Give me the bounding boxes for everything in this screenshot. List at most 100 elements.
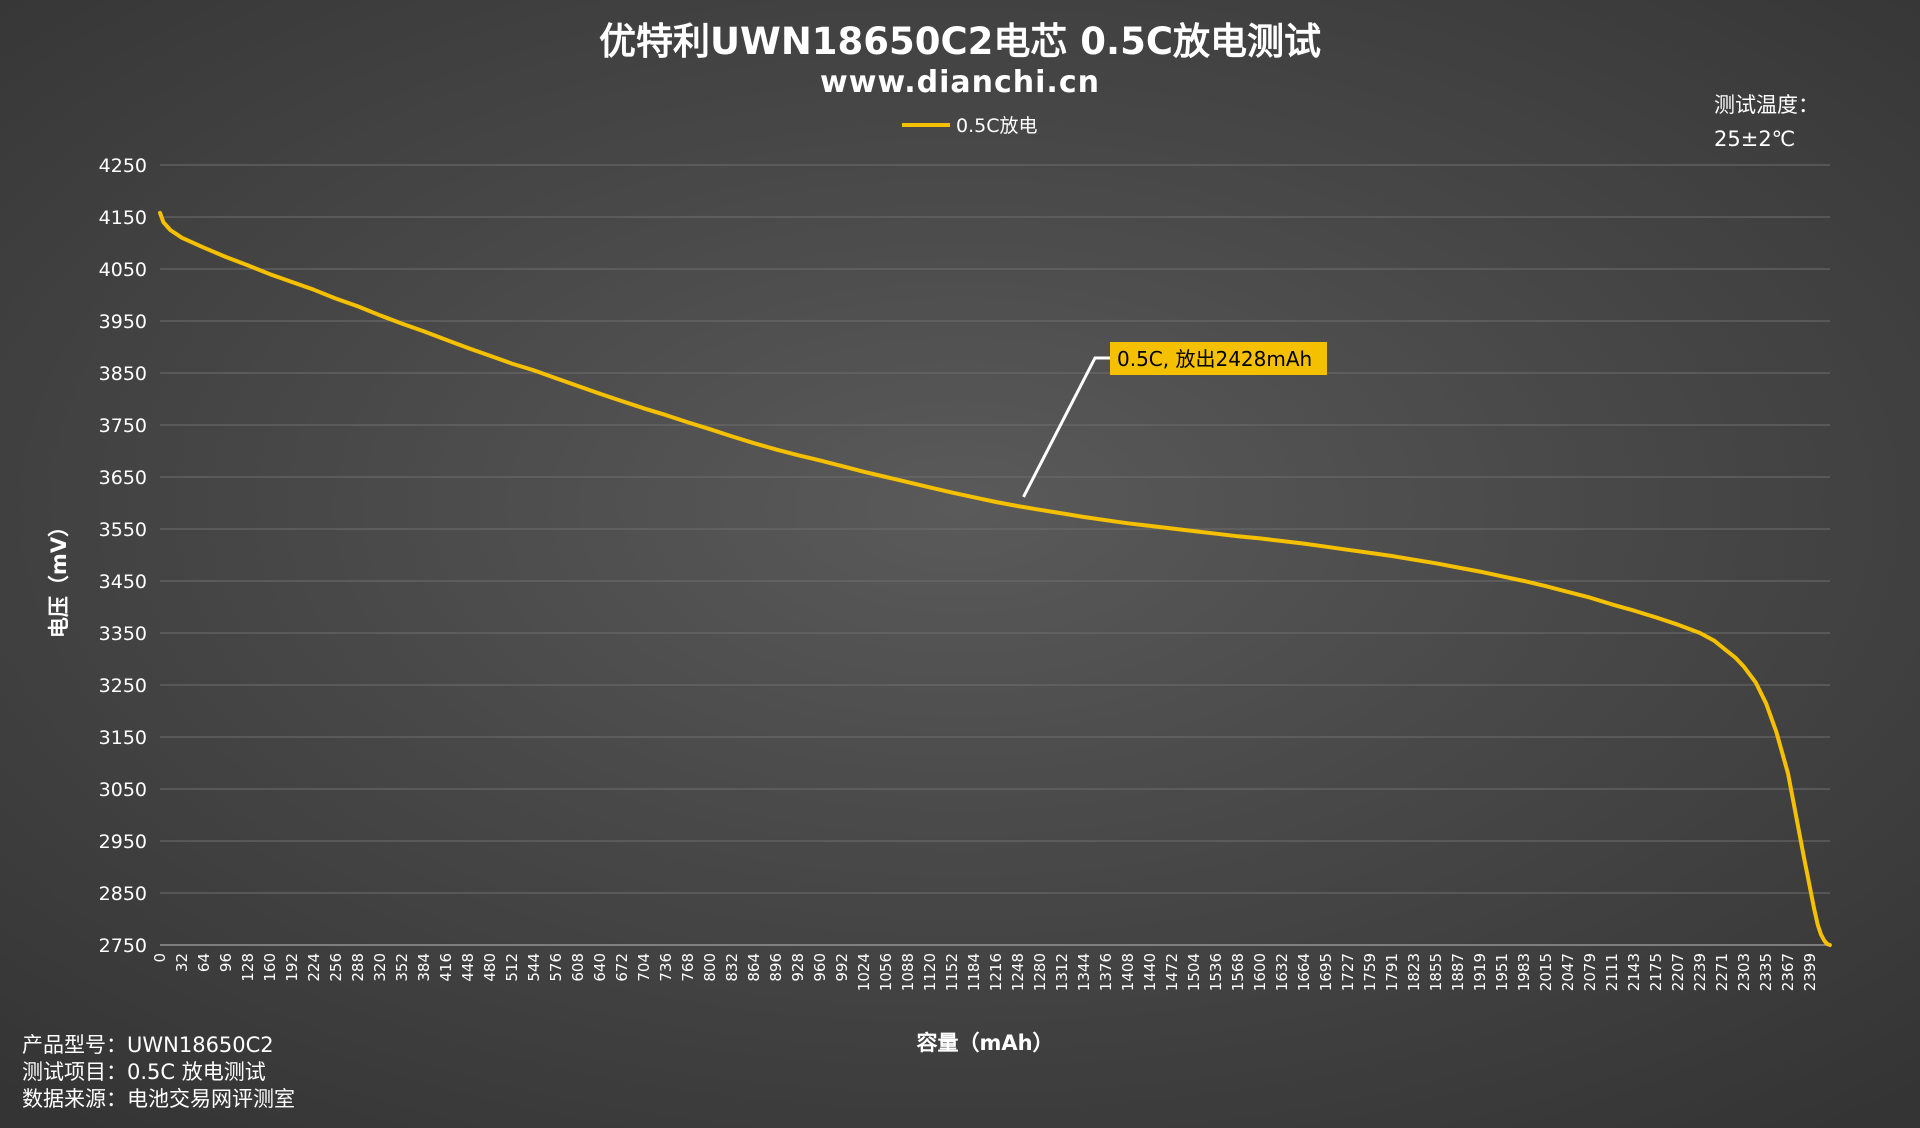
- x-tick-label: 288: [349, 953, 367, 982]
- x-tick-label: 1951: [1493, 953, 1511, 991]
- x-tick-label: 576: [547, 953, 565, 982]
- x-tick-label: 2015: [1537, 953, 1555, 991]
- series-line: [158, 210, 1832, 947]
- x-tick-label: 640: [591, 953, 609, 982]
- x-tick-label: 2367: [1779, 953, 1797, 991]
- x-tick-label: 2399: [1801, 953, 1819, 991]
- y-tick-label: 4250: [99, 155, 147, 177]
- x-tick-label: 1727: [1339, 953, 1357, 991]
- chart-subtitle: www.dianchi.cn: [820, 65, 1100, 100]
- x-tick-label: 512: [503, 953, 521, 982]
- y-tick-label: 3550: [99, 519, 147, 541]
- x-tick-label: 2047: [1559, 953, 1577, 991]
- x-tick-label: 960: [811, 953, 829, 982]
- y-tick-label: 3050: [99, 779, 147, 801]
- series-layer: [158, 210, 1832, 947]
- x-tick-label: 1823: [1405, 953, 1423, 991]
- x-tick-label: 1088: [899, 953, 917, 991]
- temperature-label: 测试温度：: [1714, 93, 1819, 117]
- x-tick-label: 896: [767, 953, 785, 982]
- y-tick-label: 4050: [99, 259, 147, 281]
- y-tick-label: 3450: [99, 571, 147, 593]
- x-tick-label: 992: [833, 953, 851, 982]
- x-tick-label: 1983: [1515, 953, 1533, 991]
- x-tick-label: 1408: [1119, 953, 1137, 991]
- x-tick-label: 1120: [921, 953, 939, 991]
- y-tick-label: 4150: [99, 207, 147, 229]
- x-tick-label: 64: [195, 953, 213, 972]
- legend-label: 0.5C放电: [956, 115, 1037, 137]
- x-tick-label: 704: [635, 953, 653, 982]
- x-tick-label: 1632: [1273, 953, 1291, 991]
- y-tick-label: 2950: [99, 831, 147, 853]
- x-tick-label: 1568: [1229, 953, 1247, 991]
- y-tick-label: 3350: [99, 623, 147, 645]
- x-tick-label: 1472: [1163, 953, 1181, 991]
- x-tick-label: 352: [393, 953, 411, 982]
- y-tick-label: 2850: [99, 883, 147, 905]
- x-tick-label: 1791: [1383, 953, 1401, 991]
- x-tick-label: 672: [613, 953, 631, 982]
- y-tick-label: 3650: [99, 467, 147, 489]
- y-tick-label: 3850: [99, 363, 147, 385]
- x-tick-label: 1312: [1053, 953, 1071, 991]
- x-tick-label: 1152: [943, 953, 961, 991]
- x-tick-label: 1376: [1097, 953, 1115, 991]
- x-tick-label: 2207: [1669, 953, 1687, 991]
- x-tick-label: 928: [789, 953, 807, 982]
- x-tick-label: 256: [327, 953, 345, 982]
- x-tick-label: 160: [261, 953, 279, 982]
- x-tick-label: 768: [679, 953, 697, 982]
- x-tick-label: 320: [371, 953, 389, 982]
- temperature-value: 25±2℃: [1714, 127, 1795, 151]
- x-tick-label: 0: [151, 953, 169, 963]
- annotation-box: [1110, 342, 1327, 375]
- y-tick-label: 3250: [99, 675, 147, 697]
- x-tick-label: 1248: [1009, 953, 1027, 991]
- x-tick-label: 1759: [1361, 953, 1379, 991]
- x-tick-label: 800: [701, 953, 719, 982]
- x-tick-label: 1056: [877, 953, 895, 991]
- product-model-note: 产品型号：UWN18650C2: [22, 1033, 274, 1057]
- y-tick-label: 3750: [99, 415, 147, 437]
- x-tick-label: 224: [305, 953, 323, 982]
- y-tick-label: 3150: [99, 727, 147, 749]
- x-tick-label: 1280: [1031, 953, 1049, 991]
- annotation-label: 0.5C, 放出2428mAh: [1117, 347, 1312, 371]
- grid-lines: [160, 164, 1830, 946]
- x-tick-label: 1887: [1449, 953, 1467, 991]
- x-tick-label: 608: [569, 953, 587, 982]
- x-tick-label: 32: [173, 953, 191, 972]
- x-tick-label: 2303: [1735, 953, 1753, 991]
- x-axis-label: 容量（mAh）: [916, 1031, 1053, 1055]
- x-tick-label: 1919: [1471, 953, 1489, 991]
- y-axis-label: 电压（mV）: [47, 516, 71, 638]
- x-tick-label: 544: [525, 953, 543, 982]
- y-tick-label: 2750: [99, 935, 147, 957]
- chart-title: 优特利UWN18650C2电芯 0.5C放电测试: [599, 20, 1321, 63]
- x-tick-label: 416: [437, 953, 455, 982]
- x-tick-label: 1504: [1185, 953, 1203, 991]
- x-tick-label: 736: [657, 953, 675, 982]
- legend: 0.5C放电: [902, 115, 1037, 137]
- x-tick-label: 864: [745, 953, 763, 982]
- x-tick-label: 2239: [1691, 953, 1709, 991]
- x-tick-label: 2111: [1603, 953, 1621, 991]
- test-item-note: 测试项目：0.5C 放电测试: [22, 1060, 266, 1084]
- x-tick-label: 1216: [987, 953, 1005, 991]
- x-tick-label: 832: [723, 953, 741, 982]
- x-tick-label: 2079: [1581, 953, 1599, 991]
- x-tick-label: 1664: [1295, 953, 1313, 991]
- x-tick-label: 480: [481, 953, 499, 982]
- x-axis-ticks: 0 32 64 96 128 160 192 224 256 288 320 352 384 416 448…: [151, 953, 1819, 991]
- y-tick-label: 3950: [99, 311, 147, 333]
- x-tick-label: 1536: [1207, 953, 1225, 991]
- x-tick-label: 2143: [1625, 953, 1643, 991]
- x-tick-label: 1600: [1251, 953, 1269, 991]
- data-source-note: 数据来源：电池交易网评测室: [22, 1087, 295, 1111]
- x-tick-label: 2175: [1647, 953, 1665, 991]
- y-axis-ticks: 4250 4150 4050 3950 3850 3750 3650 3550 3450 3350…: [99, 155, 147, 957]
- annotation-leader: [1022, 356, 1110, 498]
- x-tick-label: 1024: [855, 953, 873, 991]
